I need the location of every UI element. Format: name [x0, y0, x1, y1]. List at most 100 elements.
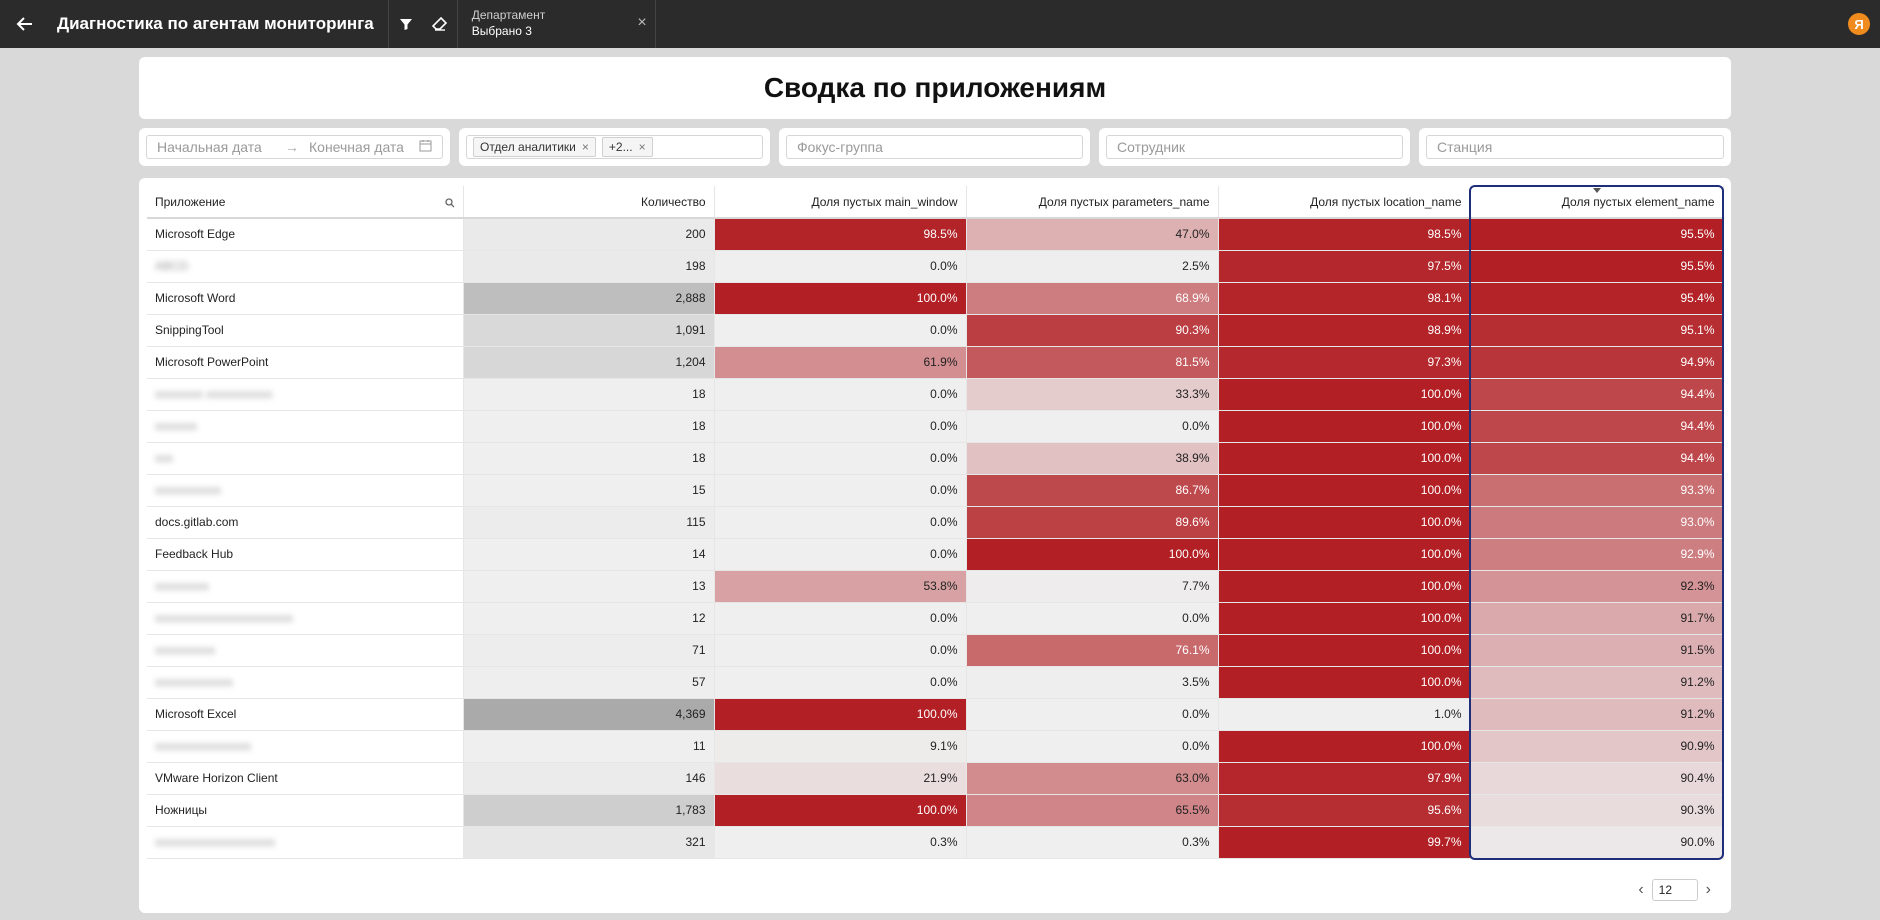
- parameters-name-cell: 33.3%: [966, 378, 1219, 411]
- table-row[interactable]: xxxxxxxxx 13 53.8% 7.7% 100.0% 92.3%: [147, 570, 1724, 603]
- main-window-cell: 0.0%: [714, 378, 967, 411]
- column-header-count[interactable]: Количество: [463, 186, 715, 219]
- column-header-app[interactable]: Приложение: [147, 186, 464, 219]
- main-window-cell: 61.9%: [714, 346, 967, 379]
- app-name-cell: VMware Horizon Client: [147, 762, 464, 795]
- table-row[interactable]: Feedback Hub 14 0.0% 100.0% 100.0% 92.9%: [147, 538, 1724, 571]
- main-window-cell: 100.0%: [714, 794, 967, 827]
- department-filter-label: Департамент: [471, 8, 546, 22]
- search-icon[interactable]: [444, 197, 455, 211]
- app-name-cell: SnippingTool: [147, 314, 464, 347]
- start-date-input[interactable]: Начальная дата: [157, 139, 262, 155]
- app-name-cell: ABCD: [147, 250, 464, 283]
- count-cell: 15: [463, 474, 715, 507]
- count-cell: 2,888: [463, 282, 715, 315]
- calendar-icon[interactable]: [419, 139, 432, 155]
- element-name-cell: 91.2%: [1470, 698, 1724, 731]
- table-row[interactable]: Microsoft Word 2,888 100.0% 68.9% 98.1% 95.4%: [147, 282, 1724, 315]
- main-window-cell: 0.3%: [714, 826, 967, 859]
- count-cell: 146: [463, 762, 715, 795]
- location-name-cell: 100.0%: [1218, 474, 1471, 507]
- department-filter[interactable]: Департамент Выбрано 3 ×: [458, 0, 656, 48]
- table-row[interactable]: xxxxxxx 18 0.0% 0.0% 100.0% 94.4%: [147, 410, 1724, 443]
- table-row[interactable]: Microsoft Edge 200 98.5% 47.0% 98.5% 95.5%: [147, 218, 1724, 251]
- main-window-cell: 9.1%: [714, 730, 967, 763]
- parameters-name-cell: 86.7%: [966, 474, 1219, 507]
- location-name-cell: 100.0%: [1218, 570, 1471, 603]
- eraser-icon[interactable]: [423, 0, 457, 48]
- close-icon[interactable]: ×: [581, 140, 589, 154]
- sort-down-icon: [1592, 188, 1601, 193]
- table-row[interactable]: xxxxxxxxxxxxxxxxxxxx 321 0.3% 0.3% 99.7% 90.0…: [147, 826, 1724, 859]
- table-row[interactable]: SnippingTool 1,091 0.0% 90.3% 98.9% 95.1%: [147, 314, 1724, 347]
- filter-icon[interactable]: [389, 0, 423, 48]
- data-table: Приложение Количество Доля пустых main_w…: [147, 186, 1724, 859]
- date-range-input[interactable]: Начальная дата → Конечная дата: [146, 135, 443, 159]
- table-row[interactable]: xxxxxxxxxx 71 0.0% 76.1% 100.0% 91.5%: [147, 634, 1724, 667]
- more-tag: +2... ×: [601, 137, 653, 157]
- element-name-cell: 90.0%: [1470, 826, 1724, 859]
- element-name-cell: 91.5%: [1470, 634, 1724, 667]
- count-cell: 1,091: [463, 314, 715, 347]
- chevron-right-icon[interactable]: ›: [1705, 881, 1711, 898]
- column-header-location-name[interactable]: Доля пустых location_name: [1218, 186, 1471, 219]
- table-panel: Приложение Количество Доля пустых main_w…: [139, 178, 1731, 913]
- element-name-cell: 94.4%: [1470, 442, 1724, 475]
- chevron-left-icon[interactable]: ‹: [1638, 881, 1644, 898]
- element-name-cell: 95.5%: [1470, 218, 1724, 251]
- main-window-cell: 100.0%: [714, 698, 967, 731]
- parameters-name-cell: 63.0%: [966, 762, 1219, 795]
- element-name-cell: 93.3%: [1470, 474, 1724, 507]
- count-cell: 4,369: [463, 698, 715, 731]
- count-cell: 18: [463, 410, 715, 443]
- parameters-name-cell: 89.6%: [966, 506, 1219, 539]
- table-row[interactable]: xxxxxxxx xxxxxxxxxxx 18 0.0% 33.3% 100.0% 94.…: [147, 378, 1724, 411]
- focus-group-input[interactable]: Фокус-группа: [786, 135, 1083, 159]
- app-name-cell: xxxxxxxxxxxxxxxxxxxx: [147, 826, 464, 859]
- close-icon[interactable]: ×: [638, 140, 646, 154]
- count-cell: 12: [463, 602, 715, 635]
- parameters-name-cell: 2.5%: [966, 250, 1219, 283]
- table-row[interactable]: xxxxxxxxxxxxxxxx 11 9.1% 0.0% 100.0% 90.9%: [147, 730, 1724, 763]
- count-cell: 200: [463, 218, 715, 251]
- close-icon[interactable]: ×: [637, 14, 647, 31]
- location-name-cell: 100.0%: [1218, 442, 1471, 475]
- parameters-name-cell: 38.9%: [966, 442, 1219, 475]
- element-name-cell: 95.1%: [1470, 314, 1724, 347]
- table-row[interactable]: xxxxxxxxxxxxx 57 0.0% 3.5% 100.0% 91.2%: [147, 666, 1724, 699]
- table-row[interactable]: xxx 18 0.0% 38.9% 100.0% 94.4%: [147, 442, 1724, 475]
- element-name-cell: 94.4%: [1470, 410, 1724, 443]
- table-row[interactable]: VMware Horizon Client 146 21.9% 63.0% 97.9% 9…: [147, 762, 1724, 795]
- column-header-parameters-name[interactable]: Доля пустых parameters_name: [966, 186, 1219, 219]
- employee-input[interactable]: Сотрудник: [1106, 135, 1403, 159]
- location-name-cell: 97.3%: [1218, 346, 1471, 379]
- app-name-cell: xxxxxxx: [147, 410, 464, 443]
- station-input[interactable]: Станция: [1426, 135, 1724, 159]
- location-name-cell: 97.5%: [1218, 250, 1471, 283]
- element-name-cell: 92.3%: [1470, 570, 1724, 603]
- column-header-main-window[interactable]: Доля пустых main_window: [714, 186, 967, 219]
- department-select-input[interactable]: Отдел аналитики × +2... ×: [466, 135, 763, 159]
- element-name-cell: 90.3%: [1470, 794, 1724, 827]
- table-row[interactable]: Ножницы 1,783 100.0% 65.5% 95.6% 90.3%: [147, 794, 1724, 827]
- avatar[interactable]: Я: [1848, 13, 1870, 35]
- table-row[interactable]: Microsoft PowerPoint 1,204 61.9% 81.5% 97.3%…: [147, 346, 1724, 379]
- end-date-input[interactable]: Конечная дата: [309, 139, 404, 155]
- table-row[interactable]: docs.gitlab.com 115 0.0% 89.6% 100.0% 93.0%: [147, 506, 1724, 539]
- main-window-cell: 0.0%: [714, 314, 967, 347]
- count-cell: 1,783: [463, 794, 715, 827]
- title-panel: Сводка по приложениям: [139, 57, 1731, 119]
- page-input[interactable]: 12: [1651, 879, 1698, 901]
- arrow-right-icon: →: [285, 139, 299, 155]
- column-header-element-name[interactable]: Доля пустых element_name: [1470, 186, 1724, 219]
- location-name-cell: 95.6%: [1218, 794, 1471, 827]
- count-cell: 321: [463, 826, 715, 859]
- element-name-cell: 92.9%: [1470, 538, 1724, 571]
- table-row[interactable]: ABCD 198 0.0% 2.5% 97.5% 95.5%: [147, 250, 1724, 283]
- table-row[interactable]: Microsoft Excel 4,369 100.0% 0.0% 1.0% 91.2%: [147, 698, 1724, 731]
- column-header-label: Доля пустых element_name: [1561, 194, 1715, 209]
- back-arrow-icon[interactable]: [0, 0, 50, 48]
- table-row[interactable]: xxxxxxxxxxx 15 0.0% 86.7% 100.0% 93.3%: [147, 474, 1724, 507]
- table-row[interactable]: xxxxxxxxxxxxxxxxxxxxxxx 12 0.0% 0.0% 100.0% 9…: [147, 602, 1724, 635]
- app-name-cell: xxx: [147, 442, 464, 475]
